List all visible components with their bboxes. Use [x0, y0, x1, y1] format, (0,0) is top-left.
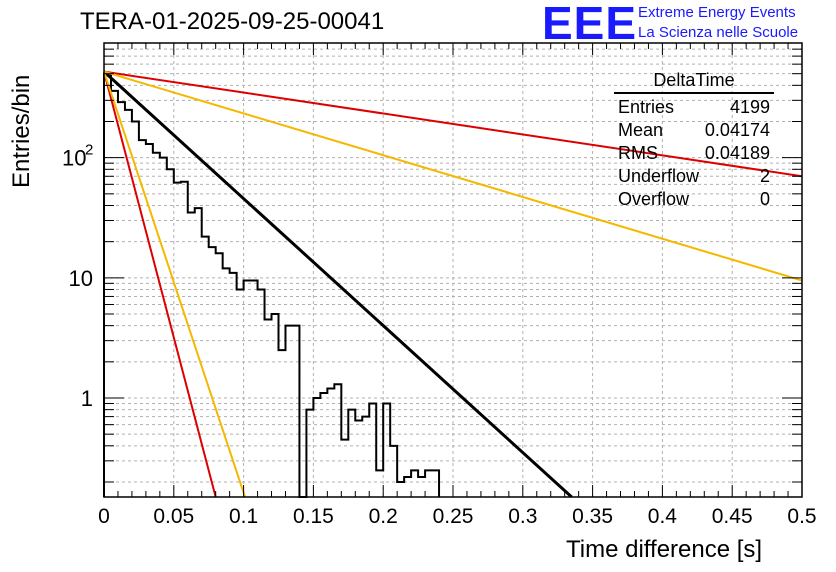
- chart-title: TERA-01-2025-09-25-00041: [80, 8, 385, 35]
- y-axis-label: Entries/bin: [8, 74, 35, 188]
- x-tick-label: 0.15: [293, 505, 334, 528]
- x-tick-label: 0.2: [369, 505, 398, 528]
- eee-logo: EEE: [542, 0, 638, 49]
- stats-row-underflow: Underflow 2: [610, 165, 778, 188]
- series-line-fit: [104, 70, 573, 497]
- x-tick-label: 0.35: [572, 505, 613, 528]
- x-tick-label: 0.45: [712, 505, 753, 528]
- x-tick-label: 0: [98, 505, 110, 528]
- series-line-yellow-slow: [104, 70, 802, 282]
- logo-caption-line2: La Scienza nelle Scuole: [638, 24, 799, 41]
- stats-value: 0.04189: [704, 143, 770, 163]
- stats-box: DeltaTime Entries 4199 Mean 0.04174 RMS …: [610, 70, 778, 211]
- stats-label: Underflow: [618, 166, 700, 186]
- x-tick-label: 0.4: [648, 505, 678, 528]
- stats-title: DeltaTime: [614, 70, 774, 94]
- stats-row-rms: RMS 0.04189: [610, 142, 778, 165]
- stats-label: RMS: [618, 143, 658, 163]
- series-line-red-fast: [104, 71, 217, 497]
- stats-label: Overflow: [618, 189, 690, 209]
- x-tick-label: 0.25: [433, 505, 474, 528]
- x-tick-label: 0.05: [153, 505, 194, 528]
- x-axis-label: Time difference [s]: [566, 536, 763, 563]
- series-line-yellow-fast: [104, 71, 246, 497]
- stats-row-mean: Mean 0.04174: [610, 119, 778, 142]
- y-tick-label: 10: [69, 266, 93, 291]
- y-tick-label: 1: [81, 386, 93, 411]
- x-tick-label: 0.1: [229, 505, 258, 528]
- y-tick-label-exponent: 2: [85, 142, 93, 159]
- stats-label: Entries: [618, 97, 675, 117]
- stats-value: 0: [759, 189, 770, 209]
- series-line-red-slow: [104, 70, 802, 178]
- stats-value: 0.04174: [704, 120, 770, 140]
- stats-row-overflow: Overflow 0: [610, 188, 778, 211]
- histogram-outline: [103, 72, 441, 498]
- stats-value: 4199: [729, 97, 770, 117]
- x-tick-label: 0.5: [787, 505, 816, 528]
- y-tick-label: 10: [62, 146, 86, 171]
- x-tick-label: 0.3: [508, 505, 537, 528]
- stats-label: Mean: [618, 120, 664, 140]
- stats-row-entries: Entries 4199: [610, 96, 778, 119]
- stats-value: 2: [759, 166, 770, 186]
- logo-caption-line1: Extreme Energy Events: [638, 4, 796, 21]
